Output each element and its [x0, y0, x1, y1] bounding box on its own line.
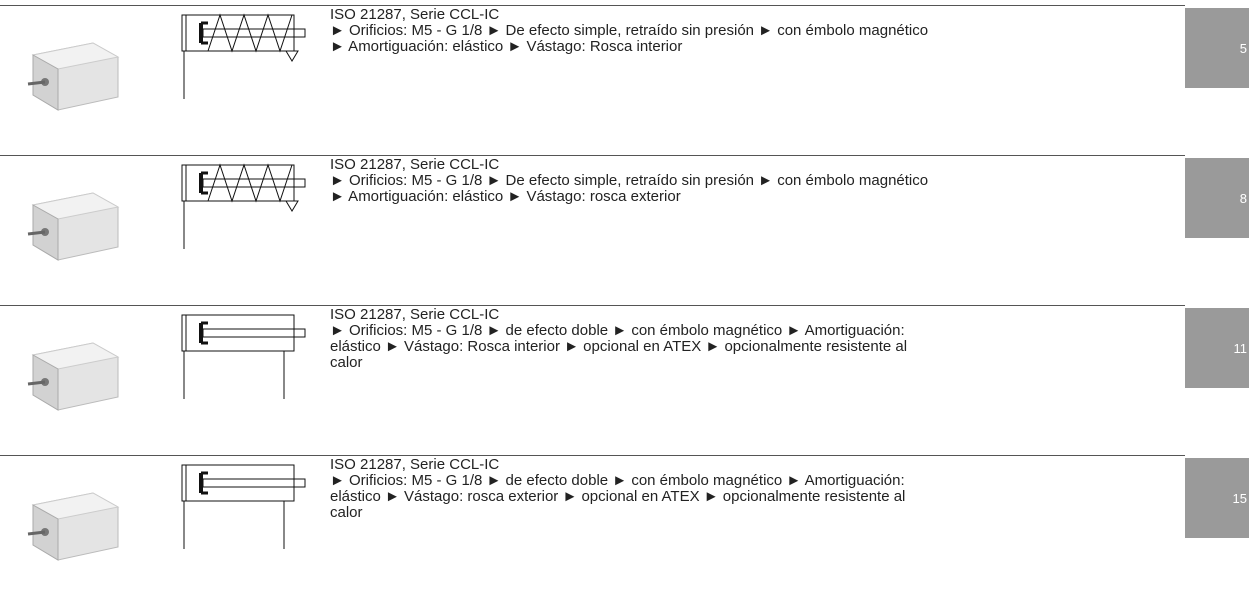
description-line: ► Orificios: M5 - G 1/8 ► De efecto simp… [330, 172, 929, 189]
description-line: ► Amortiguación: elástico ► Vástago: Ros… [330, 38, 683, 55]
pneumatic-symbol [181, 464, 306, 549]
title: ISO 21287, Serie CCL-IC [330, 306, 500, 323]
description: ISO 21287, Serie CCL-IC ► Orificios: M5 -… [330, 457, 905, 521]
description-line: calor [330, 504, 363, 521]
product-photo [27, 492, 120, 561]
description-line: ► Orificios: M5 - G 1/8 ► de efecto dobl… [330, 322, 905, 339]
pneumatic-symbol [181, 163, 306, 249]
description: ISO 21287, Serie CCL-IC ► Orificios: M5 -… [330, 307, 907, 371]
description-line: elástico ► Vástago: Rosca interior ► opc… [330, 338, 908, 355]
description-line: calor [330, 354, 363, 371]
page-number[interactable]: 8 [1185, 158, 1249, 238]
product-row: ISO 21287, Serie CCL-IC ► Orificios: M5 -… [0, 455, 1249, 605]
pneumatic-symbol [181, 314, 306, 399]
product-photo [27, 192, 120, 261]
title: ISO 21287, Serie CCL-IC [330, 6, 500, 23]
description: ISO 21287, Serie CCL-IC ► Orificios: M5 -… [330, 7, 928, 55]
page-number[interactable]: 15 [1185, 458, 1249, 538]
product-photo [27, 42, 120, 111]
product-photo [27, 342, 120, 411]
title: ISO 21287, Serie CCL-IC [330, 456, 500, 473]
title: ISO 21287, Serie CCL-IC [330, 156, 500, 173]
page-number[interactable]: 5 [1185, 8, 1249, 88]
description-line: ► Orificios: M5 - G 1/8 ► de efecto dobl… [330, 472, 905, 489]
page-number[interactable]: 11 [1185, 308, 1249, 388]
separator [0, 455, 1185, 456]
separator [0, 155, 1185, 156]
description-line: ► Orificios: M5 - G 1/8 ► De efecto simp… [330, 22, 929, 39]
pneumatic-symbol [181, 13, 306, 99]
separator [0, 305, 1185, 306]
description: ISO 21287, Serie CCL-IC ► Orificios: M5 -… [330, 157, 928, 205]
description-line: ► Amortiguación: elástico ► Vástago: ros… [330, 188, 681, 205]
description-line: elástico ► Vástago: rosca exterior ► opc… [330, 488, 906, 505]
separator [0, 5, 1185, 6]
product-row: ISO 21287, Serie CCL-IC ► Orificios: M5 -… [0, 5, 1249, 155]
product-row: ISO 21287, Serie CCL-IC ► Orificios: M5 -… [0, 155, 1249, 305]
product-row: ISO 21287, Serie CCL-IC ► Orificios: M5 -… [0, 305, 1249, 455]
